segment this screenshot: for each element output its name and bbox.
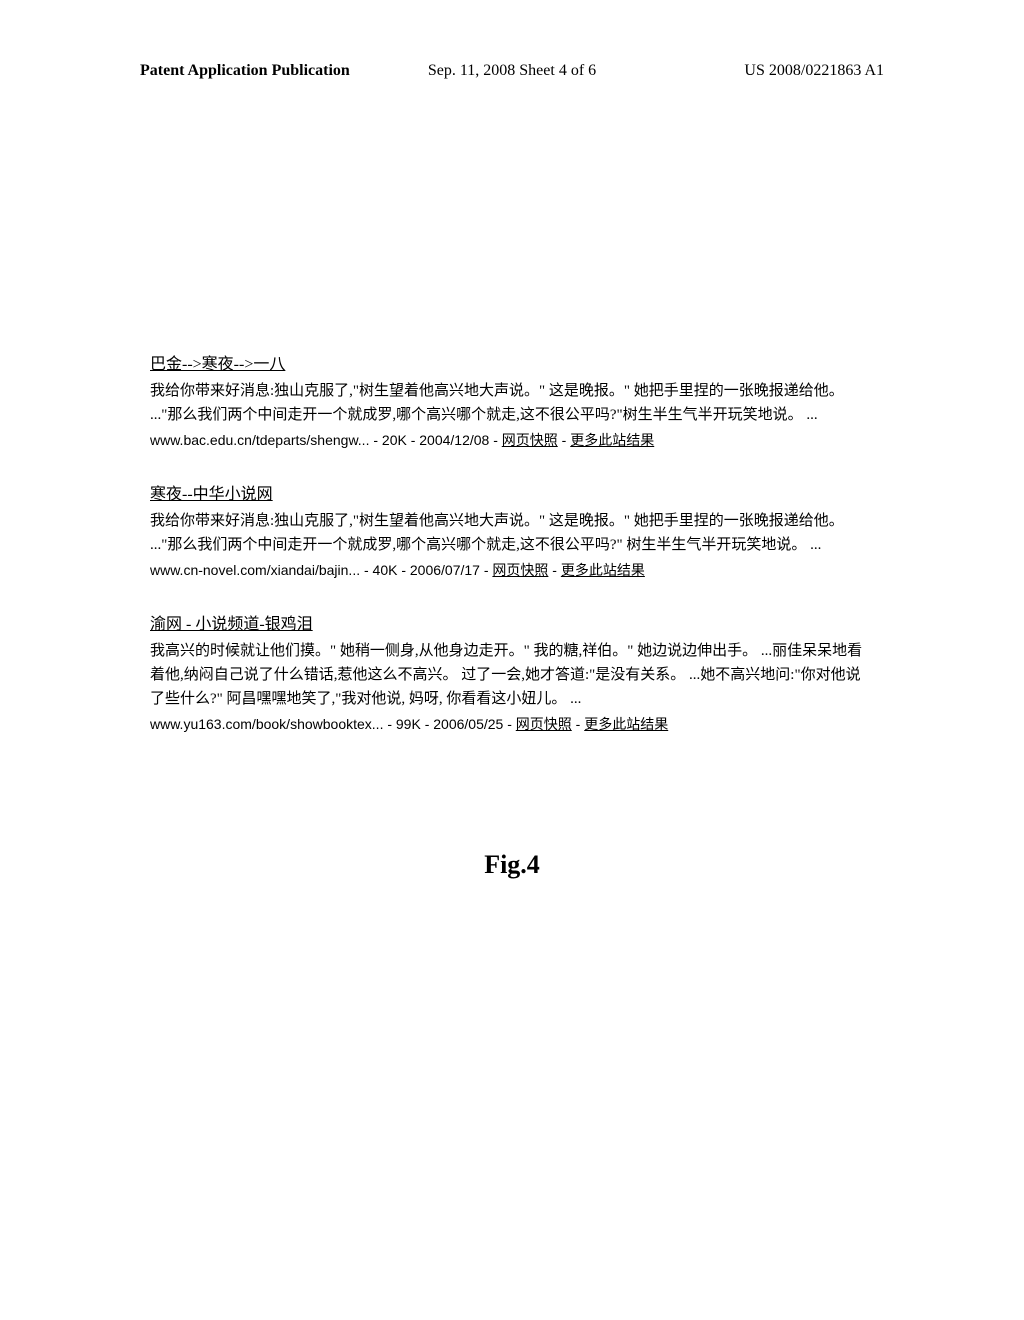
result-url-sep: - (548, 562, 560, 578)
result-snippet: 我高兴的时候就让他们摸。" 她稍一侧身,从他身边走开。" 我的糖,祥伯。" 她边… (150, 639, 874, 711)
result-snippet: 我给你带来好消息:独山克服了,"树生望着他高兴地大声说。" 这是晚报。" 她把手… (150, 509, 874, 557)
result-url-sep: - (572, 716, 584, 732)
result-url-sep: - (558, 432, 570, 448)
result-cached-link[interactable]: 网页快照 (492, 562, 548, 578)
result-snippet: 我给你带来好消息:独山克服了,"树生望着他高兴地大声说。" 这是晚报。" 她把手… (150, 379, 874, 427)
search-result: 巴金-->寒夜-->一八 我给你带来好消息:独山克服了,"树生望着他高兴地大声说… (150, 350, 874, 450)
result-url-text: www.cn-novel.com/xiandai/bajin... - 40K … (150, 562, 492, 578)
result-url-line: www.bac.edu.cn/tdeparts/shengw... - 20K … (150, 430, 874, 450)
header-date-sheet: Sep. 11, 2008 Sheet 4 of 6 (428, 62, 596, 80)
result-cached-link[interactable]: 网页快照 (502, 432, 558, 448)
result-more-link[interactable]: 更多此站结果 (561, 562, 645, 578)
result-cached-link[interactable]: 网页快照 (516, 716, 572, 732)
result-more-link[interactable]: 更多此站结果 (584, 716, 668, 732)
result-title-link[interactable]: 渝网 - 小说频道-银鸡泪 (150, 610, 313, 634)
header-publication: Patent Application Publication (140, 62, 350, 80)
result-url-text: www.yu163.com/book/showbooktex... - 99K … (150, 716, 516, 732)
result-title-link[interactable]: 巴金-->寒夜-->一八 (150, 350, 285, 374)
search-result: 寒夜--中华小说网 我给你带来好消息:独山克服了,"树生望着他高兴地大声说。" … (150, 480, 874, 580)
result-url-line: www.cn-novel.com/xiandai/bajin... - 40K … (150, 560, 874, 580)
search-result: 渝网 - 小说频道-银鸡泪 我高兴的时候就让他们摸。" 她稍一侧身,从他身边走开… (150, 610, 874, 734)
figure-label: Fig.4 (484, 850, 540, 880)
result-url-text: www.bac.edu.cn/tdeparts/shengw... - 20K … (150, 432, 502, 448)
page-header: Patent Application Publication Sep. 11, … (0, 62, 1024, 80)
result-title-link[interactable]: 寒夜--中华小说网 (150, 480, 273, 504)
result-url-line: www.yu163.com/book/showbooktex... - 99K … (150, 714, 874, 734)
search-results: 巴金-->寒夜-->一八 我给你带来好消息:独山克服了,"树生望着他高兴地大声说… (150, 350, 874, 764)
header-patent-number: US 2008/0221863 A1 (744, 62, 884, 80)
result-more-link[interactable]: 更多此站结果 (570, 432, 654, 448)
